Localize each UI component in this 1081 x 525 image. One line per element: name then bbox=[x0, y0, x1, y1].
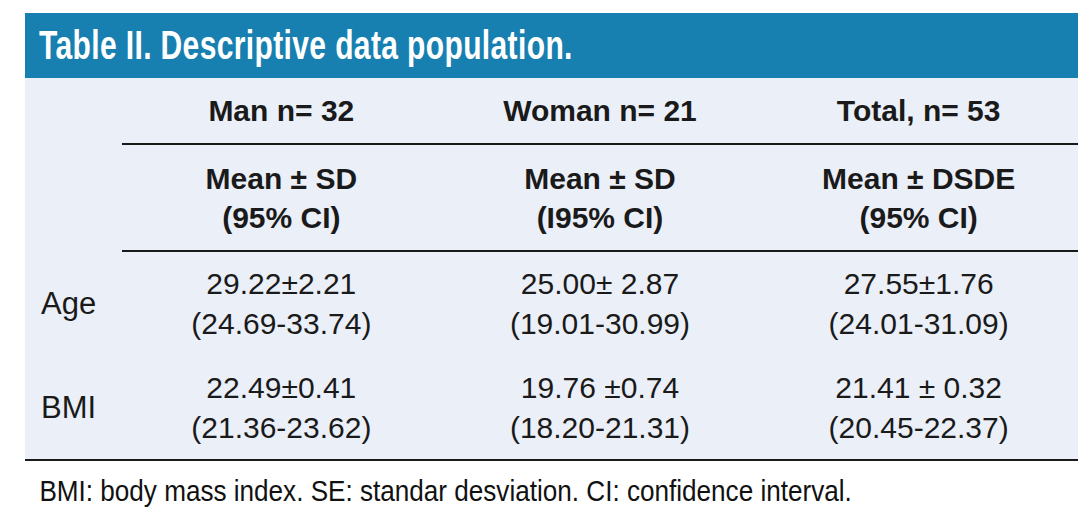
bmi-total-ci: (20.45-22.37) bbox=[759, 408, 1078, 448]
table-figure: Table II. Descriptive data population. M… bbox=[25, 13, 1078, 508]
bmi-woman-cell: 19.76 ±0.74 (18.20-21.31) bbox=[441, 356, 760, 460]
bmi-man-mean: 22.49±0.41 bbox=[122, 368, 441, 408]
subheader-total-line2: (95% CI) bbox=[759, 198, 1078, 237]
bmi-man-cell: 22.49±0.41 (21.36-23.62) bbox=[122, 356, 441, 460]
age-total-mean: 27.55±1.76 bbox=[759, 264, 1078, 304]
subheader-woman-line2: (I95% CI) bbox=[441, 198, 760, 237]
bmi-man-ci: (21.36-23.62) bbox=[122, 408, 441, 448]
column-header-total: Total, n= 53 bbox=[759, 78, 1078, 144]
age-total-cell: 27.55±1.76 (24.01-31.09) bbox=[759, 251, 1078, 356]
bmi-total-cell: 21.41 ± 0.32 (20.45-22.37) bbox=[759, 356, 1078, 460]
bmi-woman-ci: (18.20-21.31) bbox=[441, 408, 760, 448]
bmi-total-mean: 21.41 ± 0.32 bbox=[759, 368, 1078, 408]
table-footnote: BMI: body mass index. SE: standar desvia… bbox=[25, 475, 973, 508]
column-header-man: Man n= 32 bbox=[122, 78, 441, 144]
subheader-man: Mean ± SD (95% CI) bbox=[122, 144, 441, 251]
age-man-mean: 29.22±2.21 bbox=[122, 264, 441, 304]
age-woman-ci: (19.01-30.99) bbox=[441, 304, 760, 344]
column-header-woman: Woman n= 21 bbox=[441, 78, 760, 144]
table-row-age: Age 29.22±2.21 (24.69-33.74) 25.00± 2.87… bbox=[25, 251, 1078, 356]
table-row-bmi: BMI 22.49±0.41 (21.36-23.62) 19.76 ±0.74… bbox=[25, 356, 1078, 460]
page: Table II. Descriptive data population. M… bbox=[0, 0, 1081, 525]
subheader-blank-cell bbox=[25, 144, 122, 251]
subheader-total: Mean ± DSDE (95% CI) bbox=[759, 144, 1078, 251]
descriptive-data-table: Man n= 32 Woman n= 21 Total, n= 53 Mean … bbox=[25, 78, 1078, 461]
subheader-man-line2: (95% CI) bbox=[122, 198, 441, 237]
subheader-row: Mean ± SD (95% CI) Mean ± SD (I95% CI) M… bbox=[25, 144, 1078, 251]
subheader-man-line1: Mean ± SD bbox=[122, 159, 441, 198]
age-man-ci: (24.69-33.74) bbox=[122, 304, 441, 344]
age-total-ci: (24.01-31.09) bbox=[759, 304, 1078, 344]
subheader-woman-line1: Mean ± SD bbox=[441, 159, 760, 198]
row-label-bmi: BMI bbox=[25, 356, 122, 460]
age-man-cell: 29.22±2.21 (24.69-33.74) bbox=[122, 251, 441, 356]
bmi-woman-mean: 19.76 ±0.74 bbox=[441, 368, 760, 408]
table-title-bar: Table II. Descriptive data population. bbox=[25, 13, 1078, 78]
corner-blank-cell bbox=[25, 78, 122, 144]
subheader-total-line1: Mean ± DSDE bbox=[759, 159, 1078, 198]
age-woman-cell: 25.00± 2.87 (19.01-30.99) bbox=[441, 251, 760, 356]
table-title: Table II. Descriptive data population. bbox=[39, 23, 573, 68]
row-label-age: Age bbox=[25, 251, 122, 356]
column-header-row: Man n= 32 Woman n= 21 Total, n= 53 bbox=[25, 78, 1078, 144]
age-woman-mean: 25.00± 2.87 bbox=[441, 264, 760, 304]
subheader-woman: Mean ± SD (I95% CI) bbox=[441, 144, 760, 251]
